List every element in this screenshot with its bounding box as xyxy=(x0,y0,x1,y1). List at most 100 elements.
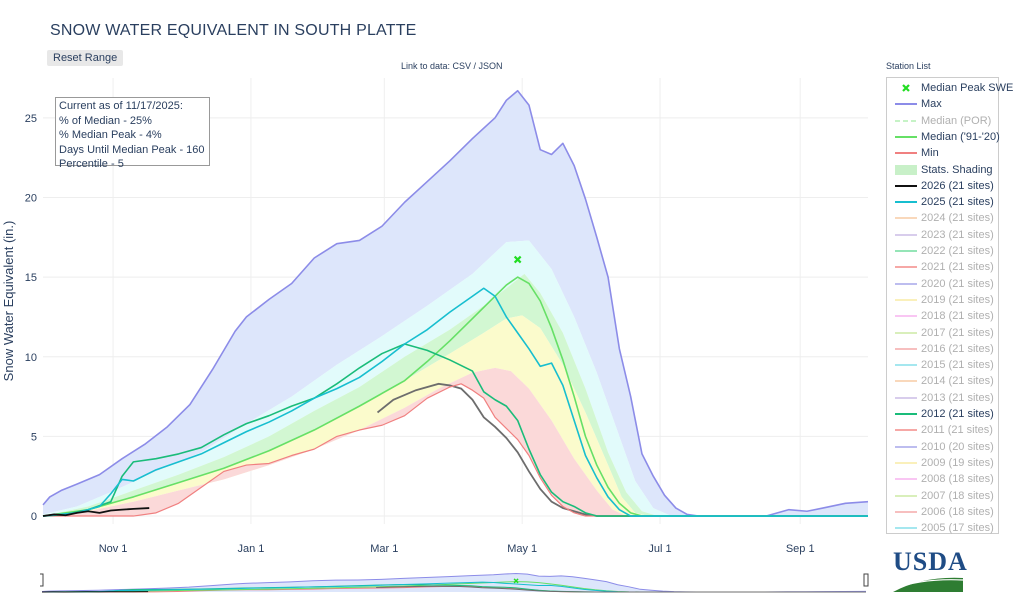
legend-label: 2011 (21 sites) xyxy=(921,424,993,437)
reset-range-button[interactable]: Reset Range xyxy=(47,50,124,66)
legend-item[interactable]: 2025 (21 sites) xyxy=(887,194,998,210)
legend-label: Stats. Shading xyxy=(921,163,993,176)
legend-label: 2014 (21 sites) xyxy=(921,375,994,388)
y-tick-label: 20 xyxy=(25,192,37,204)
legend-swatch xyxy=(895,429,917,432)
legend-label: 2006 (18 sites) xyxy=(921,505,994,518)
legend-label: 2026 (21 sites) xyxy=(921,179,994,192)
legend-item[interactable]: 2019 (21 sites) xyxy=(887,292,998,308)
legend-swatch xyxy=(895,152,917,155)
legend-swatch xyxy=(895,217,917,220)
legend-swatch xyxy=(895,364,917,367)
legend-item[interactable]: 2013 (21 sites) xyxy=(887,390,998,406)
series-line xyxy=(42,276,868,517)
slider-series-line-grey xyxy=(376,585,866,593)
info-line: % of Median - 25% xyxy=(59,114,152,127)
x-tick-label: Sep 1 xyxy=(786,543,815,555)
legend-swatch xyxy=(895,413,917,415)
legend-swatch xyxy=(895,266,917,269)
x-tick-label: Jan 1 xyxy=(237,543,264,555)
legend-label: 2018 (21 sites) xyxy=(921,310,994,323)
x-tick-label: May 1 xyxy=(507,543,537,555)
legend-label: Median (POR) xyxy=(921,114,992,127)
x-tick-label: Mar 1 xyxy=(370,543,398,555)
legend-swatch xyxy=(895,119,917,122)
legend-item[interactable]: 2023 (21 sites) xyxy=(887,227,998,243)
legend-title: Station List xyxy=(886,61,931,71)
data-link[interactable]: Link to data: CSV / JSON xyxy=(401,61,503,71)
legend-label: 2010 (20 sites) xyxy=(921,440,994,453)
legend-label: Median Peak SWE xyxy=(921,82,1014,94)
legend-item[interactable]: Median (POR) xyxy=(887,113,998,129)
legend-label: 2020 (21 sites) xyxy=(921,277,994,290)
legend-swatch xyxy=(895,315,917,318)
legend-item[interactable]: 2009 (19 sites) xyxy=(887,455,998,471)
legend-swatch xyxy=(895,445,917,448)
legend-item[interactable]: 2018 (21 sites) xyxy=(887,308,998,324)
y-tick-label: 5 xyxy=(31,431,37,443)
legend-label: 2012 (21 sites) xyxy=(921,408,994,420)
legend-item[interactable]: 2017 (21 sites) xyxy=(887,325,998,341)
legend-item[interactable]: Max xyxy=(887,96,998,112)
slider-left-handle[interactable] xyxy=(40,573,44,587)
legend-label: 2008 (18 sites) xyxy=(921,473,994,486)
y-axis-label: Snow Water Equivalent (in.) xyxy=(1,221,16,382)
y-tick-label: 15 xyxy=(25,272,37,284)
legend-item[interactable]: Median ('91-'20) xyxy=(887,129,1000,145)
legend-item[interactable]: Min xyxy=(887,145,998,161)
legend-swatch xyxy=(895,164,917,175)
legend-item[interactable]: 2026 (21 sites) xyxy=(887,178,998,194)
x-tick-label: Nov 1 xyxy=(99,543,128,555)
legend-item[interactable]: 2015 (21 sites) xyxy=(887,357,998,373)
series-line xyxy=(42,89,869,517)
legend-label: 2017 (21 sites) xyxy=(921,326,994,339)
legend-item[interactable]: 2011 (21 sites) xyxy=(887,422,998,438)
legend-item[interactable]: 2010 (20 sites) xyxy=(887,439,998,455)
legend-swatch xyxy=(895,184,917,187)
legend-label: Min xyxy=(921,147,939,160)
legend-label: 2025 (21 sites) xyxy=(921,196,994,209)
legend-item[interactable]: 2007 (18 sites) xyxy=(887,488,998,504)
series-line-grey xyxy=(376,382,868,517)
station-legend: Median Peak SWE Max Median (POR) Median ('9… xyxy=(886,77,1013,536)
legend-swatch xyxy=(895,494,917,497)
x-tick-label: Jul 1 xyxy=(648,543,671,555)
legend-item[interactable]: 2020 (21 sites) xyxy=(887,276,998,292)
legend-swatch xyxy=(895,380,917,383)
range-slider[interactable] xyxy=(40,565,870,595)
info-line: % Median Peak - 4% xyxy=(59,129,162,141)
legend-swatch xyxy=(895,135,917,138)
legend-swatch xyxy=(895,103,917,106)
legend-item[interactable]: 2008 (18 sites) xyxy=(887,471,998,487)
legend-label: 2022 (21 sites) xyxy=(921,245,994,257)
info-line: Days Until Median Peak - 160 xyxy=(59,143,205,156)
legend-swatch xyxy=(902,84,910,92)
y-tick-label: 0 xyxy=(31,511,37,523)
legend-label: 2015 (21 sites) xyxy=(921,359,994,372)
legend-swatch xyxy=(895,201,917,204)
legend-item[interactable]: Stats. Shading xyxy=(887,162,998,178)
legend-item[interactable]: 2022 (21 sites) xyxy=(887,243,998,259)
legend-label: 2013 (21 sites) xyxy=(921,391,994,404)
series-line xyxy=(42,287,868,517)
legend-item[interactable]: 2024 (21 sites) xyxy=(887,210,998,226)
legend-item[interactable]: 2021 (21 sites) xyxy=(887,259,998,275)
slider-right-handle[interactable] xyxy=(863,573,869,587)
legend-swatch xyxy=(895,396,917,399)
legend-swatch xyxy=(895,347,917,350)
legend-label: Median ('91-'20) xyxy=(921,130,1000,143)
legend-swatch xyxy=(895,233,917,236)
legend-item[interactable]: 2012 (21 sites) xyxy=(887,406,998,422)
legend-swatch xyxy=(895,282,917,285)
legend-swatch xyxy=(895,510,917,513)
legend-item[interactable]: 2014 (21 sites) xyxy=(887,373,998,389)
legend-item[interactable]: Median Peak SWE xyxy=(887,80,1013,96)
legend-swatch xyxy=(895,478,917,481)
legend-label: 2023 (21 sites) xyxy=(921,228,994,241)
info-line: Current as of 11/17/2025: xyxy=(59,100,183,112)
legend-item[interactable]: 2005 (17 sites) xyxy=(887,520,998,536)
legend-item[interactable]: 2006 (18 sites) xyxy=(887,504,998,520)
page-title: SNOW WATER EQUIVALENT IN SOUTH PLATTE xyxy=(50,22,417,39)
legend-item[interactable]: 2016 (21 sites) xyxy=(887,341,998,357)
legend-swatch xyxy=(895,461,917,464)
